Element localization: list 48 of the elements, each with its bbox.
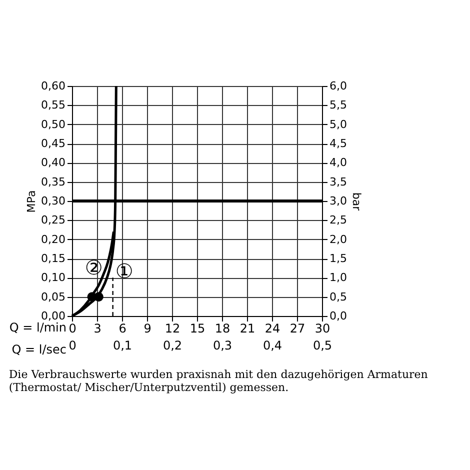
y2-tick-label: 4,0 [330,156,347,170]
text: Die Verbrauchswerte wurden praxisnah mit den dazugehörigen Armaturen (Thermostat/ Mischer/Unterputzventil) gemessen. [8,368,428,394]
x2-tick-label: 0,1 [112,338,132,352]
y-tick-label: 0,25 [41,214,66,227]
y-tick-label: 0,20 [41,232,66,246]
x-tick-label: 18 [214,322,230,336]
y-tick-label: 0,30 [41,194,66,208]
y2-tick-label: 5,0 [330,118,347,131]
x2-tick-label: 0,3 [212,338,232,352]
x2-axis-title: Q = l/sec [12,342,66,356]
y-tick-label: 0,05 [41,290,66,304]
y-tick-label: 0,50 [41,118,66,131]
x-tick-label: 15 [190,322,206,336]
x-tick-label: 9 [144,322,152,336]
x2-tick-label: 0 [68,338,76,352]
y-axis-title: MPa [25,190,38,213]
y-tick-label: 0,10 [41,271,66,284]
y-tick-label: 0,15 [41,252,66,265]
x-axis-title: Q = l/min [9,320,66,334]
x-tick-label: 6 [118,322,126,336]
y-tick-label: 0,60 [41,80,66,92]
y-tick-label: 0,00 [41,310,66,322]
y-tick-label: 0,40 [41,156,66,170]
y2-tick-label: 4,5 [330,137,347,150]
x-tick-label: 0 [68,322,76,336]
y2-tick-label: 3,5 [330,175,347,188]
x-tick-label: 12 [164,322,180,336]
x-tick-label: 21 [240,322,256,336]
x2-tick-label: 0,4 [262,338,282,352]
y-tick-label: 0,55 [41,98,66,112]
y2-tick-label: 0,0 [330,310,347,322]
y2-tick-label: 5,5 [330,98,347,112]
x2-tick-label: 0,5 [312,338,332,352]
y2-tick-label: 3,0 [330,194,347,208]
x-tick-label: 27 [290,322,306,336]
x-tick-label: 3 [94,322,102,336]
y2-tick-label: 1,5 [330,252,347,265]
x-tick-label: 30 [314,322,330,336]
y2-tick-label: 6,0 [330,80,347,92]
y2-axis-title: bar [350,192,363,212]
x-tick-label: 24 [264,322,280,336]
y2-tick-label: 2,0 [330,232,347,246]
y-tick-label: 0,45 [41,137,66,150]
y2-tick-label: 0,5 [330,290,347,304]
x2-tick-label: 0,2 [162,338,182,352]
y2-tick-label: 2,5 [330,214,347,227]
y-tick-label: 0,35 [41,175,66,188]
y2-tick-label: 1,0 [330,271,347,284]
